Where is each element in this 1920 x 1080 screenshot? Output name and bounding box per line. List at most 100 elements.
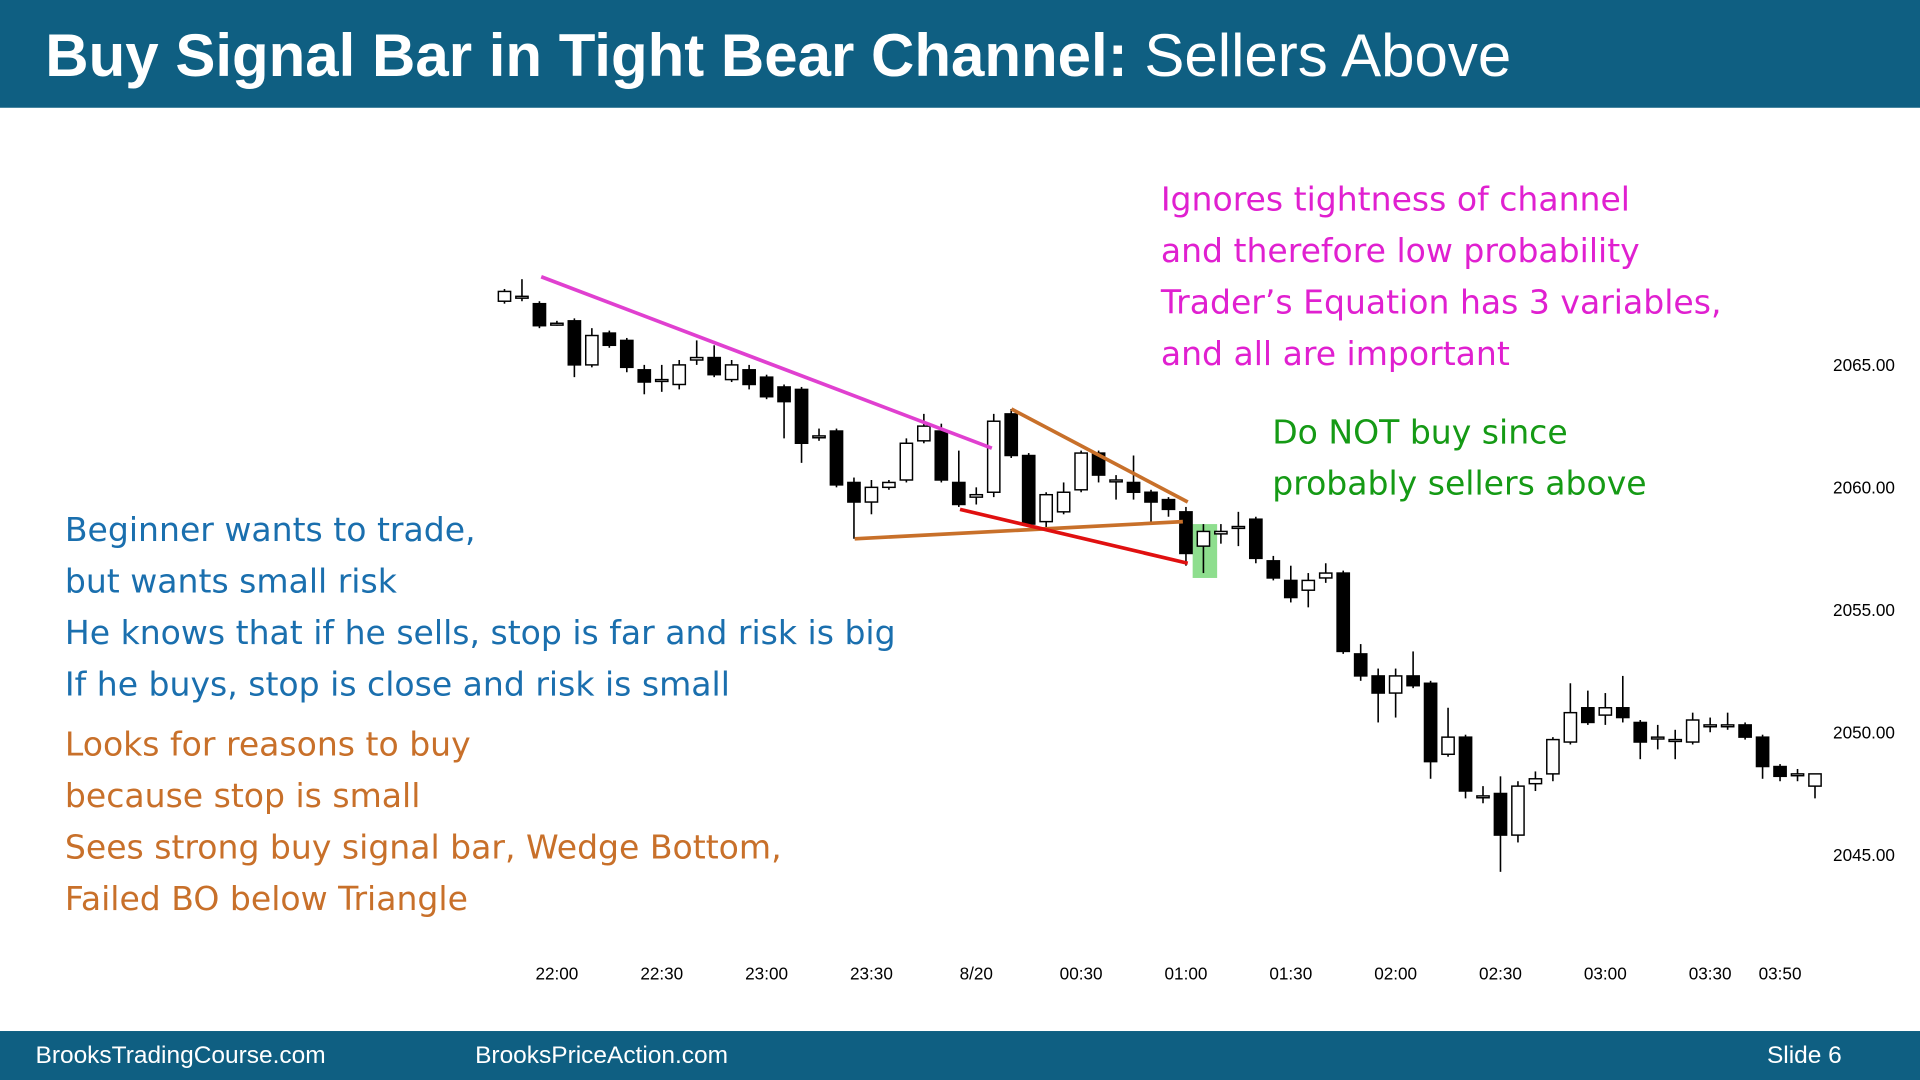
candle-body	[1126, 481, 1141, 493]
x-tick-label: 23:30	[850, 964, 893, 984]
candle-body	[1109, 479, 1123, 483]
plot: 2045.00 2050.00 2055.00 2060.00 2065.00 22:00…	[497, 279, 1895, 984]
annotation-line: probably sellers above	[1272, 464, 1646, 503]
candle-body	[1336, 572, 1351, 653]
triangle-bottom	[854, 519, 1183, 541]
candle-body	[1161, 498, 1176, 511]
candle-body	[1528, 778, 1543, 785]
candle-body	[847, 481, 861, 503]
candle-body	[759, 376, 774, 398]
candle-body	[550, 322, 564, 326]
candle-body	[1423, 682, 1438, 763]
annotation-line: Beginner wants to trade,	[65, 510, 476, 549]
candle-body	[672, 364, 687, 386]
candle-body	[742, 369, 756, 386]
candle-body	[1580, 707, 1595, 724]
x-tick-label: 00:30	[1060, 964, 1103, 984]
x-tick-label: 8/20	[960, 964, 993, 984]
candle-body	[1266, 560, 1281, 579]
candle-body	[951, 481, 966, 506]
triangle-top	[1010, 407, 1189, 504]
candle-body	[1685, 719, 1700, 743]
candle-body	[1318, 572, 1333, 579]
x-tick-label: 22:00	[535, 964, 578, 984]
x-tick-label: 01:00	[1165, 964, 1208, 984]
title-bold: Buy Signal Bar in Tight Bear Channel:	[45, 22, 1127, 89]
candle-body	[1633, 721, 1648, 743]
candle-body	[1773, 765, 1787, 778]
footer-left: BrooksTradingCourse.com	[36, 1042, 326, 1069]
candle-body	[1598, 707, 1613, 716]
candle-body	[1511, 785, 1525, 836]
candle-body	[1790, 773, 1805, 777]
x-tick-label: 02:00	[1374, 964, 1417, 984]
candle-body	[637, 369, 652, 383]
annotation-line: Ignores tightness of channel	[1161, 180, 1630, 219]
header-bar	[0, 0, 1920, 108]
candle-body	[1144, 491, 1158, 503]
candle-body	[812, 435, 826, 439]
candle-body	[1493, 792, 1508, 836]
x-tick-label: 01:30	[1269, 964, 1312, 984]
annotation-line: If he buys, stop is close and risk is sm…	[65, 665, 730, 704]
x-tick-label: 23:00	[745, 964, 788, 984]
candle-body	[1458, 736, 1473, 792]
wedge-line	[959, 507, 1189, 566]
candle-body	[986, 420, 1001, 493]
bear-trend-line	[540, 275, 993, 450]
candle-body	[1353, 653, 1368, 677]
candle-body	[654, 378, 669, 383]
y-tick-label: 2060.00	[1833, 477, 1895, 497]
title-rest: Sellers Above	[1144, 22, 1511, 89]
annotation-line: He knows that if he sells, stop is far a…	[65, 613, 896, 652]
candle-body	[1388, 675, 1403, 694]
candle-body	[1301, 579, 1316, 591]
candle-body	[969, 493, 984, 498]
y-tick-label: 2050.00	[1833, 722, 1895, 742]
footer-mid: BrooksPriceAction.com	[475, 1042, 728, 1069]
candle-body	[1668, 738, 1683, 743]
candle-body	[1004, 413, 1019, 457]
candle-body	[882, 481, 896, 489]
candle-body	[1406, 675, 1420, 687]
x-tick-label: 03:50	[1759, 964, 1802, 984]
annotation-line: Do NOT buy since	[1272, 412, 1567, 451]
candle-body	[602, 332, 617, 347]
candle-body	[1808, 773, 1822, 787]
candle-body	[1021, 454, 1036, 525]
candle-body	[1248, 518, 1263, 560]
candle-body	[1650, 736, 1665, 740]
candle-body	[567, 320, 582, 366]
candle-body	[1214, 530, 1228, 535]
candle-body	[1056, 491, 1071, 513]
x-tick-label: 03:30	[1689, 964, 1732, 984]
candle-body	[777, 386, 791, 403]
annotation-line: Looks for reasons to buy	[65, 725, 471, 764]
annotation-line: Failed BO below Triangle	[65, 879, 468, 918]
annotation-line: and therefore low probability	[1161, 231, 1640, 270]
annotation-line: but wants small risk	[65, 562, 398, 601]
footer-bar	[0, 1031, 1920, 1080]
candle-body	[1039, 493, 1054, 523]
candle-body	[1476, 795, 1490, 799]
y-tick-label: 2065.00	[1833, 355, 1895, 375]
annotation-line: Sees strong buy signal bar, Wedge Bottom…	[65, 827, 782, 866]
x-tick-label: 02:30	[1479, 964, 1522, 984]
candle-body	[1179, 511, 1193, 555]
candle-body	[515, 295, 529, 299]
candle-body	[794, 388, 809, 444]
candle-body	[864, 486, 879, 503]
candle-body	[707, 356, 722, 376]
candle-body	[934, 430, 949, 481]
x-tick-label: 22:30	[640, 964, 683, 984]
candle-body	[1196, 530, 1211, 547]
candle-body	[1738, 724, 1752, 738]
candle-body	[689, 356, 704, 361]
candle-body	[829, 430, 844, 486]
annotation-line: and all are important	[1161, 334, 1510, 373]
candle-body	[899, 442, 914, 481]
candle-body	[532, 302, 547, 327]
candle-body	[1563, 711, 1578, 743]
candle-body	[585, 334, 599, 366]
candle-body	[497, 290, 512, 302]
